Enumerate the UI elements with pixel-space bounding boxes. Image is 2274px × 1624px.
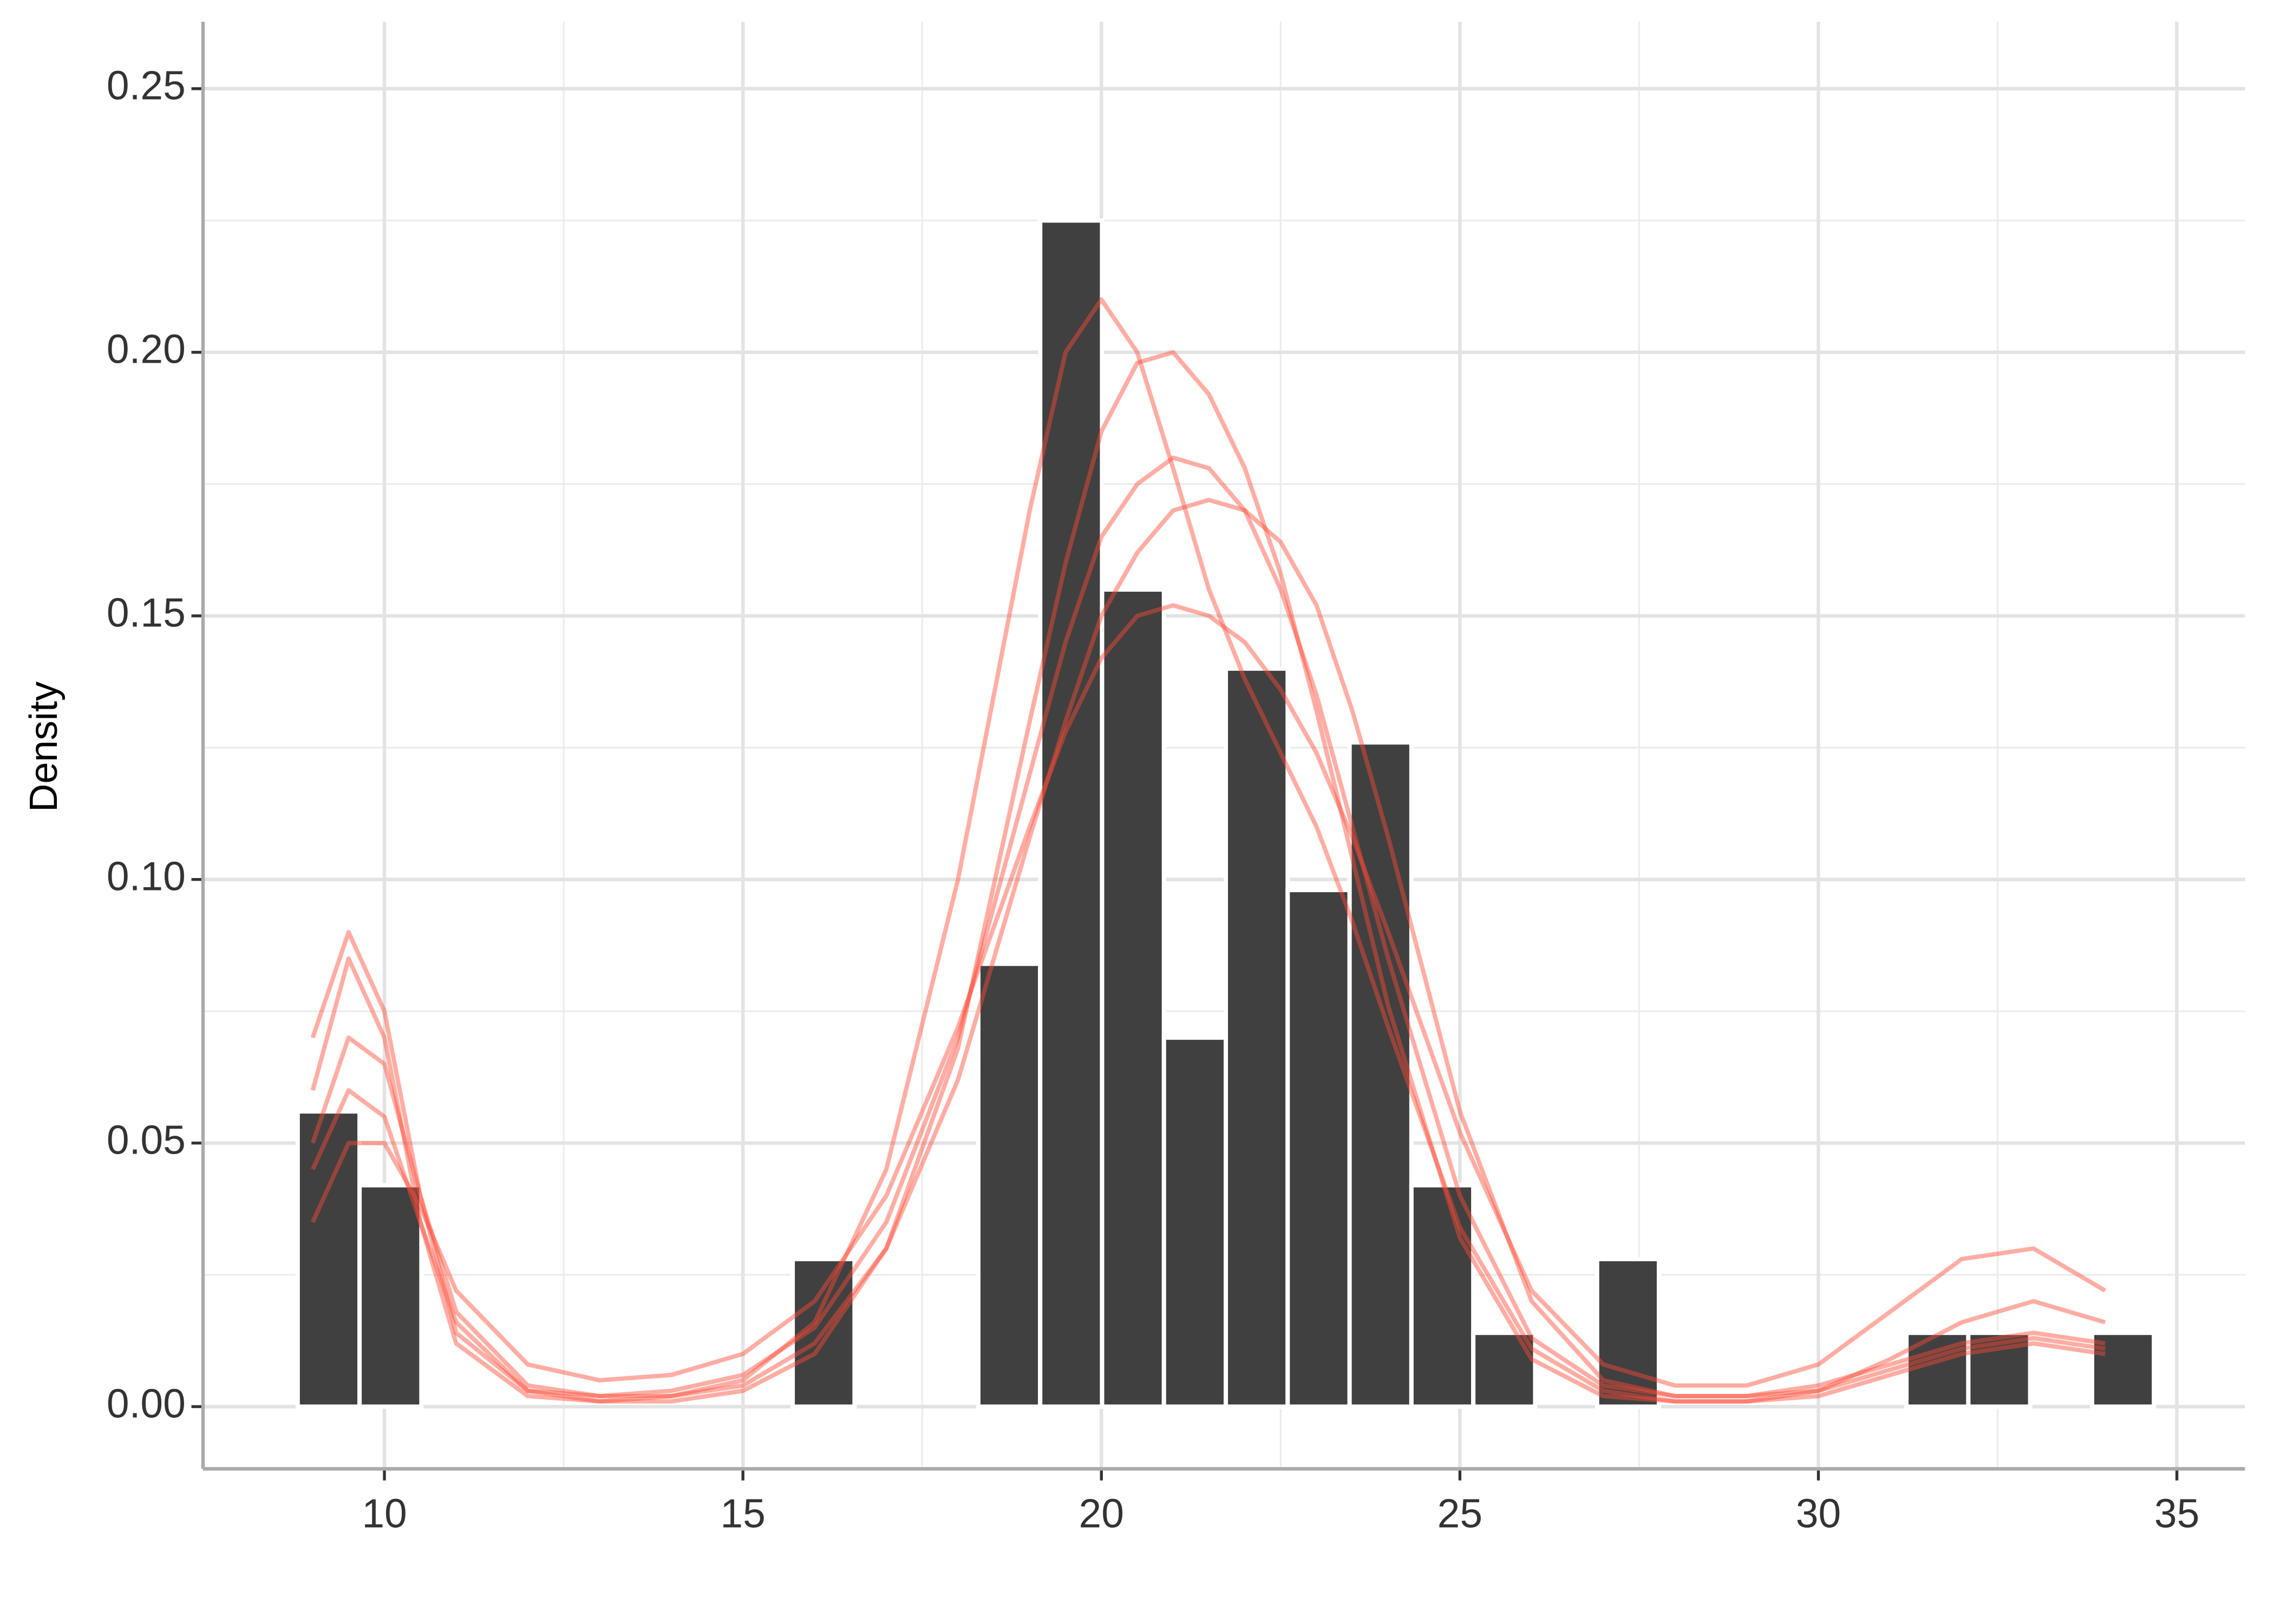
bar — [2089, 1331, 2157, 1409]
density-curve — [310, 603, 2107, 1388]
bar — [1285, 888, 1352, 1409]
x-tick-label: 35 — [2154, 1491, 2199, 1536]
bar — [1100, 587, 1166, 1409]
bar — [1038, 218, 1105, 1409]
bar — [976, 961, 1043, 1409]
bar — [1595, 1256, 1662, 1409]
y-tick-label: 0.25 — [107, 63, 186, 108]
density-curve — [310, 297, 2106, 1404]
bar — [790, 1256, 857, 1409]
density-curve — [310, 350, 2106, 1404]
x-tick-label: 30 — [1796, 1491, 1841, 1536]
density-curve — [310, 497, 2106, 1399]
x-tick-label: 20 — [1079, 1491, 1124, 1536]
bar — [1409, 1183, 1476, 1409]
y-tick-label: 0.05 — [107, 1117, 186, 1162]
x-tick-label: 10 — [362, 1491, 407, 1536]
bar — [1347, 740, 1414, 1409]
y-tick-label: 0.10 — [107, 853, 186, 899]
y-tick-label: 0.15 — [107, 590, 186, 636]
bar — [295, 1109, 362, 1409]
bar — [1966, 1331, 2033, 1409]
bar — [1161, 1035, 1229, 1409]
density-curve — [310, 455, 2106, 1399]
bar — [1904, 1331, 1971, 1409]
bar — [1471, 1331, 1538, 1409]
y-tick-label: 0.00 — [107, 1380, 186, 1426]
x-tick-label: 25 — [1437, 1491, 1482, 1536]
bar — [1224, 666, 1290, 1409]
y-tick-label: 0.20 — [107, 326, 186, 372]
y-axis-label: Density — [22, 681, 66, 812]
bar — [357, 1183, 424, 1409]
x-tick-label: 15 — [720, 1491, 765, 1536]
